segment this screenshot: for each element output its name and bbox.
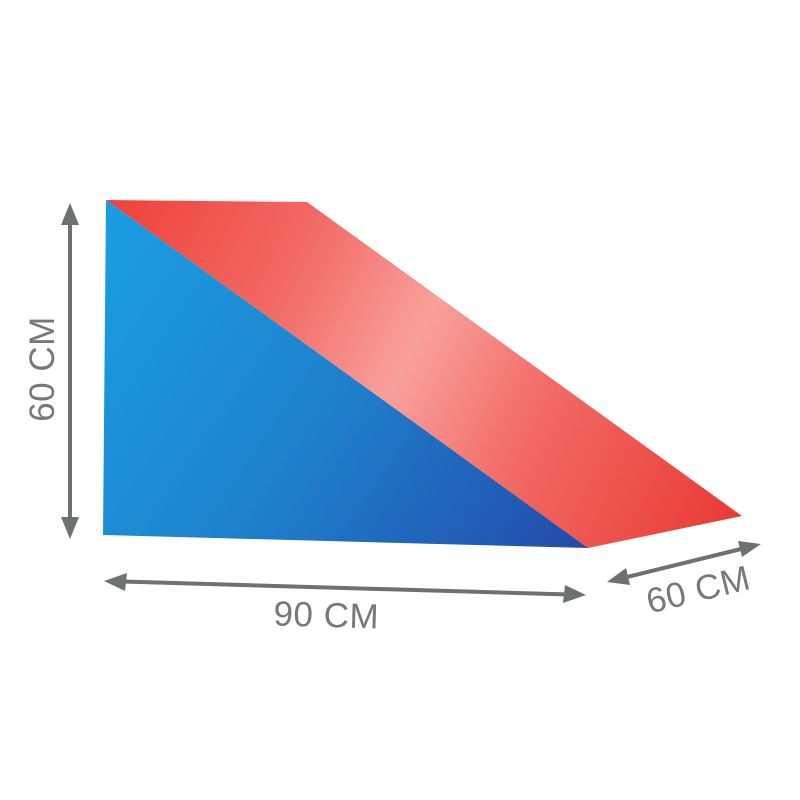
wedge-top-face-red: [106, 200, 742, 548]
depth-dimension-arrow: [607, 541, 761, 585]
length-arrow-shaft: [124, 579, 566, 597]
height-label: 60 CM: [23, 316, 62, 422]
length-arrow-head-right-icon: [563, 585, 586, 603]
height-arrow-head-top-icon: [61, 203, 79, 225]
depth-arrow-head-right-icon: [738, 541, 761, 557]
length-label: 90 CM: [273, 594, 380, 636]
length-arrow-head-left-icon: [104, 573, 127, 591]
wedge-front-face-blue: [103, 200, 588, 548]
depth-arrow-head-left-icon: [607, 568, 630, 585]
height-dimension-arrow: [61, 203, 79, 539]
depth-arrow-shaft: [626, 547, 742, 579]
length-dimension-arrow: [104, 573, 586, 603]
height-arrow-head-bottom-icon: [61, 517, 79, 539]
